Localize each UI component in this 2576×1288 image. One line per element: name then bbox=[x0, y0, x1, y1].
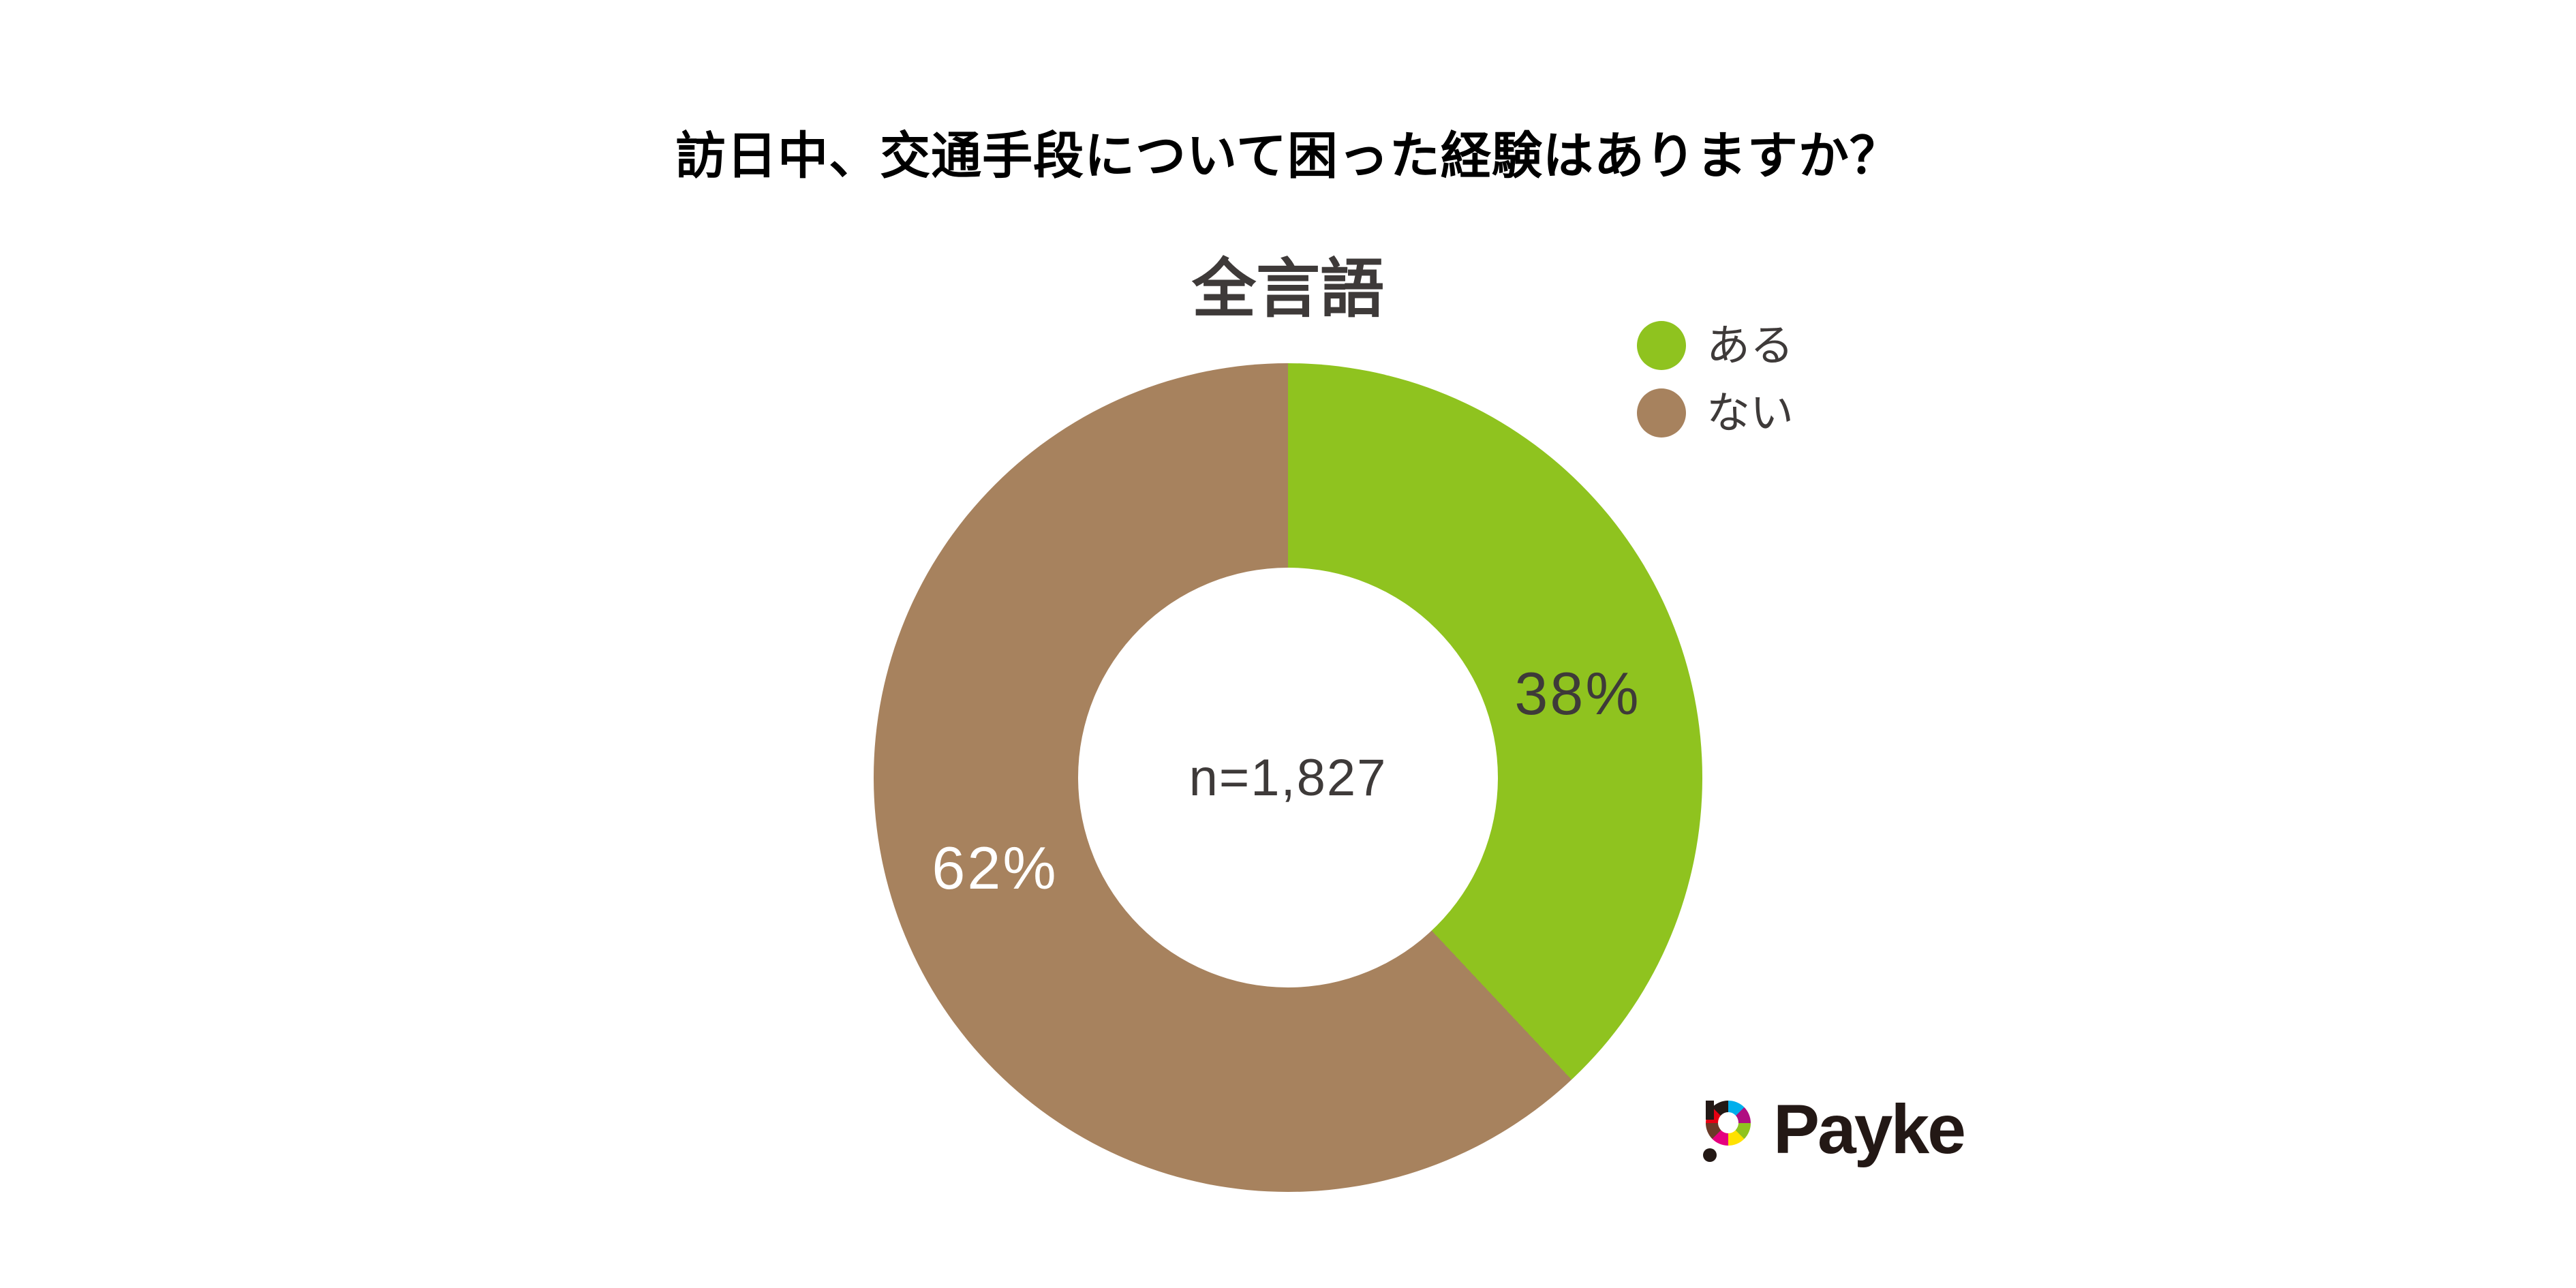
legend-item-aru: ある bbox=[1637, 321, 1794, 370]
legend-label-aru: ある bbox=[1706, 321, 1794, 370]
chart-legend: ある ない bbox=[1637, 321, 1794, 456]
slice-percent-nai: 62% bbox=[932, 834, 1058, 902]
logo-dot bbox=[1703, 1148, 1717, 1162]
legend-swatch-aru bbox=[1637, 321, 1686, 370]
logo-ring-hole bbox=[1718, 1112, 1738, 1133]
payke-logo-icon bbox=[1703, 1101, 1751, 1162]
legend-label-nai: ない bbox=[1706, 388, 1794, 438]
donut-hole: n=1,827 bbox=[1078, 568, 1498, 987]
payke-logo-text: Payke bbox=[1773, 1090, 1966, 1168]
donut-chart: n=1,827 38% 62% bbox=[874, 363, 1702, 1192]
legend-swatch-nai bbox=[1637, 388, 1686, 438]
sample-size-label: n=1,827 bbox=[1189, 748, 1387, 807]
logo-stem bbox=[1706, 1101, 1714, 1120]
chart-subtitle: 全言語 bbox=[1191, 253, 1384, 324]
page-title: 訪日中、交通手段について困った経験はありますか？ bbox=[675, 127, 1901, 184]
legend-item-nai: ない bbox=[1637, 388, 1794, 438]
slice-percent-aru: 38% bbox=[1514, 660, 1641, 727]
